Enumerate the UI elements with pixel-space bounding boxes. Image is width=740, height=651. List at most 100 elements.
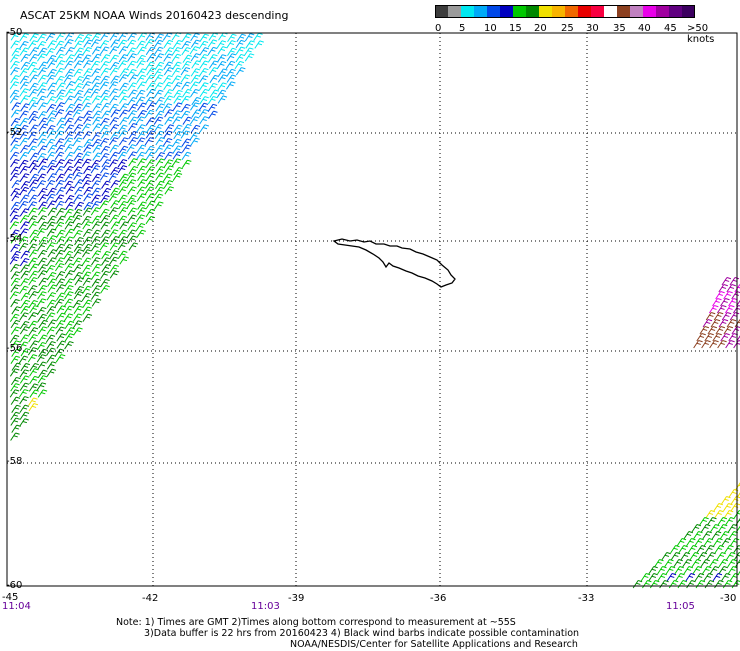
wind-barb [244, 33, 255, 42]
wind-barb [216, 89, 227, 98]
wind-barb [19, 110, 29, 119]
wind-barb [235, 39, 246, 49]
legend-label: 0 [435, 23, 442, 34]
wind-barb [29, 229, 39, 238]
wind-barb [731, 291, 740, 300]
legend-label: 5 [459, 23, 466, 34]
wind-barb [110, 221, 121, 230]
wind-barb [128, 137, 138, 146]
wind-barb [73, 152, 84, 161]
wind-barb [72, 299, 83, 309]
wind-barb [37, 334, 48, 343]
wind-barb [11, 404, 21, 413]
wind-barb [19, 257, 30, 267]
wind-barb [64, 270, 75, 279]
wind-barb [154, 33, 164, 42]
wind-barb [20, 299, 31, 309]
wind-barb [100, 67, 110, 77]
wind-barb [18, 355, 29, 364]
wind-barb [100, 278, 110, 288]
wind-barb [99, 208, 110, 217]
wind-barb [74, 201, 84, 211]
wind-barb [47, 173, 57, 182]
wind-barb [90, 200, 101, 210]
legend-label: 45 [664, 23, 677, 34]
wind-barb [691, 524, 702, 533]
wind-barb [101, 110, 111, 119]
wind-barb [82, 285, 92, 294]
wind-barb [82, 81, 92, 90]
wind-barb [91, 263, 102, 272]
wind-barb [109, 54, 119, 63]
wind-barb [110, 75, 120, 84]
wind-barb [9, 256, 20, 265]
wind-barb [9, 89, 20, 98]
wind-barb [45, 47, 56, 57]
wind-barb [46, 103, 57, 113]
wind-barb [91, 215, 102, 224]
wind-barb [190, 68, 201, 77]
wind-barb [64, 39, 74, 48]
wind-barb [118, 60, 128, 69]
wind-barb [163, 89, 174, 98]
wind-barb [82, 313, 93, 322]
wind-barb [10, 355, 21, 364]
wind-barb [37, 82, 48, 91]
wind-barb [155, 158, 165, 167]
wind-barb [90, 88, 101, 97]
wind-barb [47, 40, 57, 49]
wind-barb [19, 151, 29, 161]
wind-barb [92, 138, 102, 148]
wind-barb [37, 102, 48, 111]
wind-barb [19, 382, 30, 391]
wind-barb [127, 207, 138, 216]
wind-barb [19, 47, 30, 56]
wind-barb [723, 326, 734, 335]
wind-barb [82, 277, 93, 286]
wind-barb [109, 214, 120, 223]
wind-barb [164, 165, 174, 174]
lat-label-50: -50 [6, 27, 23, 38]
wind-barb [725, 517, 735, 526]
wind-barb [91, 236, 101, 245]
wind-barb [19, 88, 29, 97]
wind-barb [128, 242, 139, 251]
wind-barb [126, 200, 137, 209]
wind-barb [72, 313, 83, 322]
wind-barb [37, 187, 48, 197]
wind-barb [686, 580, 696, 589]
wind-barb [153, 68, 164, 77]
wind-barb [691, 559, 702, 568]
wind-barb [56, 117, 66, 126]
wind-barb [153, 82, 164, 91]
wind-barb [154, 186, 165, 196]
wind-barb [29, 33, 39, 42]
wind-barb [135, 137, 146, 146]
wind-barb [164, 47, 174, 56]
wind-barb [729, 312, 740, 321]
wind-barb [182, 88, 192, 98]
wind-barb [9, 95, 20, 104]
wind-barb [189, 46, 200, 55]
wind-barb [146, 53, 156, 63]
wind-barb [38, 158, 49, 167]
wind-barb [173, 130, 183, 140]
wind-barb [136, 186, 146, 195]
wind-barb [117, 159, 128, 168]
wind-barb [182, 54, 193, 63]
wind-barb [127, 186, 137, 195]
wind-barb [10, 411, 20, 421]
wind-barb [47, 110, 57, 119]
wind-barb [91, 173, 102, 182]
wind-barb [38, 348, 48, 357]
wind-barb [155, 172, 165, 181]
wind-barb [83, 186, 93, 196]
wind-barb [54, 348, 65, 357]
wind-barb [726, 319, 737, 328]
wind-barb [126, 39, 137, 48]
wind-barb [181, 151, 192, 161]
wind-barb [719, 531, 730, 540]
wind-barb [127, 82, 138, 91]
wind-barb [155, 103, 165, 112]
wind-barb [36, 306, 47, 316]
